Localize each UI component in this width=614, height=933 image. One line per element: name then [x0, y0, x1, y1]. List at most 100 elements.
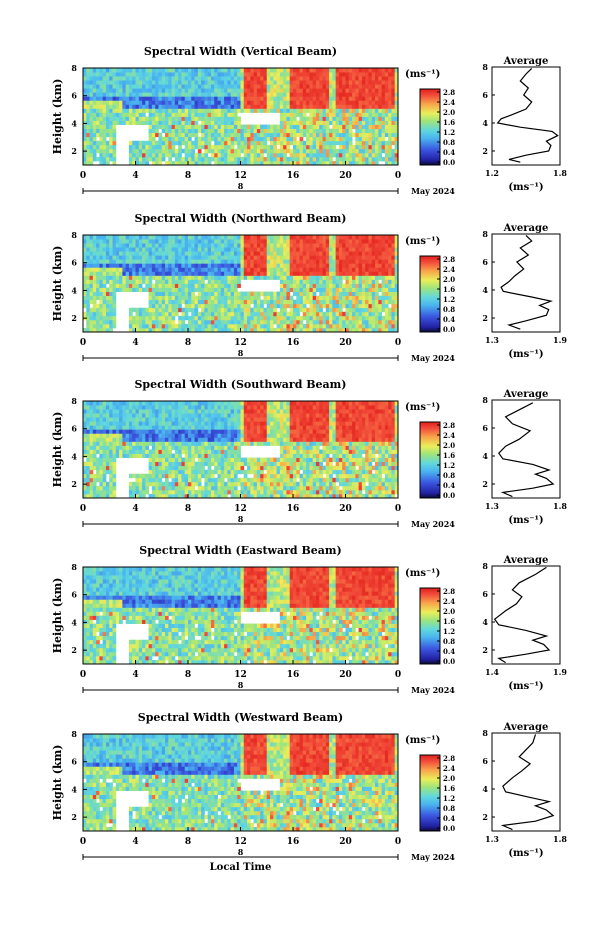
heatmap-cell	[172, 308, 176, 312]
heatmap-cell	[191, 112, 195, 116]
heatmap-cell	[388, 76, 392, 80]
heatmap-cell	[152, 129, 156, 133]
heatmap-cell	[106, 417, 110, 421]
heatmap-cell	[372, 308, 376, 312]
heatmap-cell	[142, 92, 146, 96]
heatmap-cell	[86, 239, 90, 243]
heatmap-cell	[372, 149, 376, 153]
heatmap-cell	[116, 441, 120, 445]
heatmap-cell	[139, 320, 143, 324]
heatmap-cell	[208, 279, 212, 283]
heatmap-cell	[162, 251, 166, 255]
x-tick-label: 12	[234, 338, 247, 348]
heatmap-cell	[204, 133, 208, 137]
heatmap-cell	[103, 320, 107, 324]
heatmap-cell	[378, 92, 382, 96]
heatmap-cell	[136, 92, 140, 96]
heatmap-cell	[126, 401, 130, 405]
heatmap-cell	[90, 157, 94, 161]
heatmap-cell	[122, 121, 126, 125]
heatmap-cell	[139, 486, 143, 490]
heatmap-cell	[126, 247, 130, 251]
heatmap-cell	[198, 279, 202, 283]
heatmap-cell	[257, 137, 261, 141]
heatmap-cell	[273, 300, 277, 304]
heatmap-cell	[224, 263, 228, 267]
heatmap-cell	[336, 296, 340, 300]
heatmap-cell	[300, 104, 304, 108]
heatmap-cell	[257, 80, 261, 84]
heatmap-cell	[313, 137, 317, 141]
heatmap-cell	[365, 117, 369, 121]
heatmap-cell	[352, 316, 356, 320]
heatmap-cell	[158, 300, 162, 304]
heatmap-cell	[346, 259, 350, 263]
heatmap-cell	[342, 96, 346, 100]
heatmap-cell	[309, 125, 313, 129]
colorbar-unit: (ms⁻¹)	[405, 236, 440, 247]
heatmap-cell	[90, 450, 94, 454]
heatmap-cell	[106, 133, 110, 137]
heatmap-cell	[208, 88, 212, 92]
heatmap-cell	[168, 312, 172, 316]
heatmap-cell	[113, 462, 117, 466]
heatmap-cell	[172, 271, 176, 275]
heatmap-cell	[211, 145, 215, 149]
heatmap-cell	[300, 308, 304, 312]
heatmap-cell	[273, 243, 277, 247]
heatmap-cell	[286, 255, 290, 259]
heatmap-cell	[286, 137, 290, 141]
heatmap-cell	[126, 76, 130, 80]
heatmap-cell	[191, 76, 195, 80]
profile-x-axis-label: (ms⁻¹)	[508, 349, 543, 360]
heatmap-cell	[250, 92, 254, 96]
heatmap-cell	[241, 84, 245, 88]
heatmap-cell	[388, 255, 392, 259]
heatmap-cell	[257, 320, 261, 324]
heatmap-cell	[218, 308, 222, 312]
heatmap-cell	[152, 125, 156, 129]
heatmap-cell	[382, 68, 386, 72]
heatmap-cell	[162, 445, 166, 449]
heatmap-cell	[280, 271, 284, 275]
heatmap-cell	[368, 100, 372, 104]
heatmap-cell	[280, 284, 284, 288]
heatmap-cell	[158, 133, 162, 137]
heatmap-cell	[142, 149, 146, 153]
heatmap-cell	[342, 239, 346, 243]
heatmap-cell	[250, 275, 254, 279]
heatmap-cell	[93, 304, 97, 308]
heatmap-cell	[309, 267, 313, 271]
heatmap-cell	[342, 104, 346, 108]
heatmap-cell	[280, 157, 284, 161]
heatmap-cell	[168, 316, 172, 320]
heatmap-cell	[103, 417, 107, 421]
heatmap-cell	[385, 275, 389, 279]
heatmap-cell	[286, 149, 290, 153]
heatmap-cell	[280, 316, 284, 320]
heatmap-cell	[109, 429, 113, 433]
heatmap-cell	[145, 149, 149, 153]
heatmap-cell	[96, 121, 100, 125]
heatmap-cell	[122, 96, 126, 100]
heatmap-cell	[332, 271, 336, 275]
heatmap-cell	[231, 267, 235, 271]
heatmap-cell	[211, 300, 215, 304]
heatmap-cell	[122, 284, 126, 288]
heatmap-cell	[326, 255, 330, 259]
heatmap-cell	[296, 125, 300, 129]
heatmap-cell	[99, 259, 103, 263]
heatmap-cell	[372, 235, 376, 239]
heatmap-cell	[93, 421, 97, 425]
heatmap-cell	[231, 96, 235, 100]
heatmap-cell	[122, 288, 126, 292]
heatmap-cell	[126, 409, 130, 413]
heatmap-cell	[323, 275, 327, 279]
heatmap-cell	[286, 92, 290, 96]
heatmap-cell	[359, 108, 363, 112]
heatmap-cell	[306, 288, 310, 292]
heatmap-cell	[214, 100, 218, 104]
heatmap-cell	[280, 288, 284, 292]
heatmap-cell	[326, 153, 330, 157]
